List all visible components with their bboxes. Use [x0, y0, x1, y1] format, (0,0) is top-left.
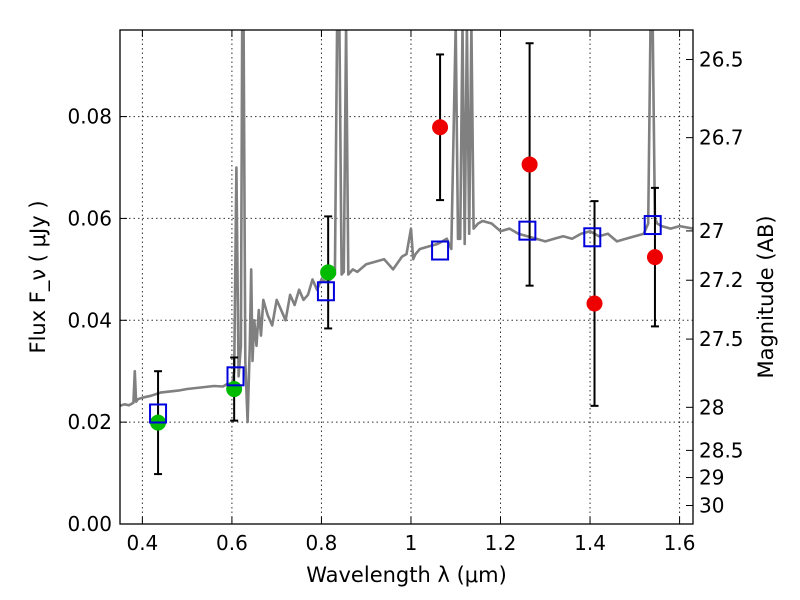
green-data-point: [226, 381, 243, 398]
x-tick-label: 0.8: [306, 531, 338, 555]
mag-tick-label: 26.7: [699, 126, 744, 150]
spectrum-series: [120, 30, 693, 424]
mag-tick-label: 28: [699, 395, 724, 419]
model-box: [226, 366, 245, 387]
y-tick-label: 0.06: [67, 206, 112, 230]
red-data-point: [586, 295, 603, 312]
model-boxes: [149, 215, 662, 424]
model-box: [518, 220, 537, 241]
grid: [120, 30, 693, 525]
x-tick-label: 0.6: [216, 531, 248, 555]
y-tick-label: 0.02: [67, 410, 112, 434]
mag-tick-label: 27.2: [699, 268, 744, 292]
x-tick-label: 1.2: [485, 531, 517, 555]
x-tick-label: 0.4: [126, 531, 158, 555]
y-tick-label: 0.08: [67, 105, 112, 129]
red-data-point: [432, 119, 449, 136]
ticks: [120, 30, 693, 525]
model-box: [149, 403, 168, 424]
y-tick-label: 0.04: [67, 308, 112, 332]
model-box: [431, 240, 450, 261]
mag-tick-label: 27: [699, 219, 724, 243]
spectrum-line: [120, 30, 693, 424]
y-tick-label: 0.00: [67, 512, 112, 536]
mag-tick-label: 28.5: [699, 438, 744, 462]
mag-tick-label: 29: [699, 466, 724, 490]
model-box: [316, 281, 335, 302]
tick-labels: 0.4 0.6 0.8 1 1.2 1.4 1.6 0.00 0.02 0.04 0.06 0.08 2…: [67, 48, 743, 555]
errorbars: [154, 42, 659, 476]
x-tick-label: 1.4: [574, 531, 606, 555]
mag-tick-label: 30: [699, 494, 724, 518]
y2-axis-label: Magnitude (AB): [754, 215, 778, 378]
y-axis-label: Flux F_ν ( μJy ): [26, 200, 51, 353]
x-axis-label: Wavelength λ (μm): [306, 563, 507, 587]
x-tick-label: 1.6: [664, 531, 696, 555]
red-data-point: [646, 249, 663, 266]
green-data-point: [320, 264, 337, 281]
mag-tick-label: 26.5: [699, 48, 744, 72]
model-box: [643, 215, 662, 236]
plot-frame: [119, 29, 694, 525]
model-box: [583, 227, 602, 248]
red-data-point: [521, 156, 538, 173]
mag-tick-label: 27.5: [699, 327, 744, 351]
x-tick-label: 1: [405, 531, 418, 555]
